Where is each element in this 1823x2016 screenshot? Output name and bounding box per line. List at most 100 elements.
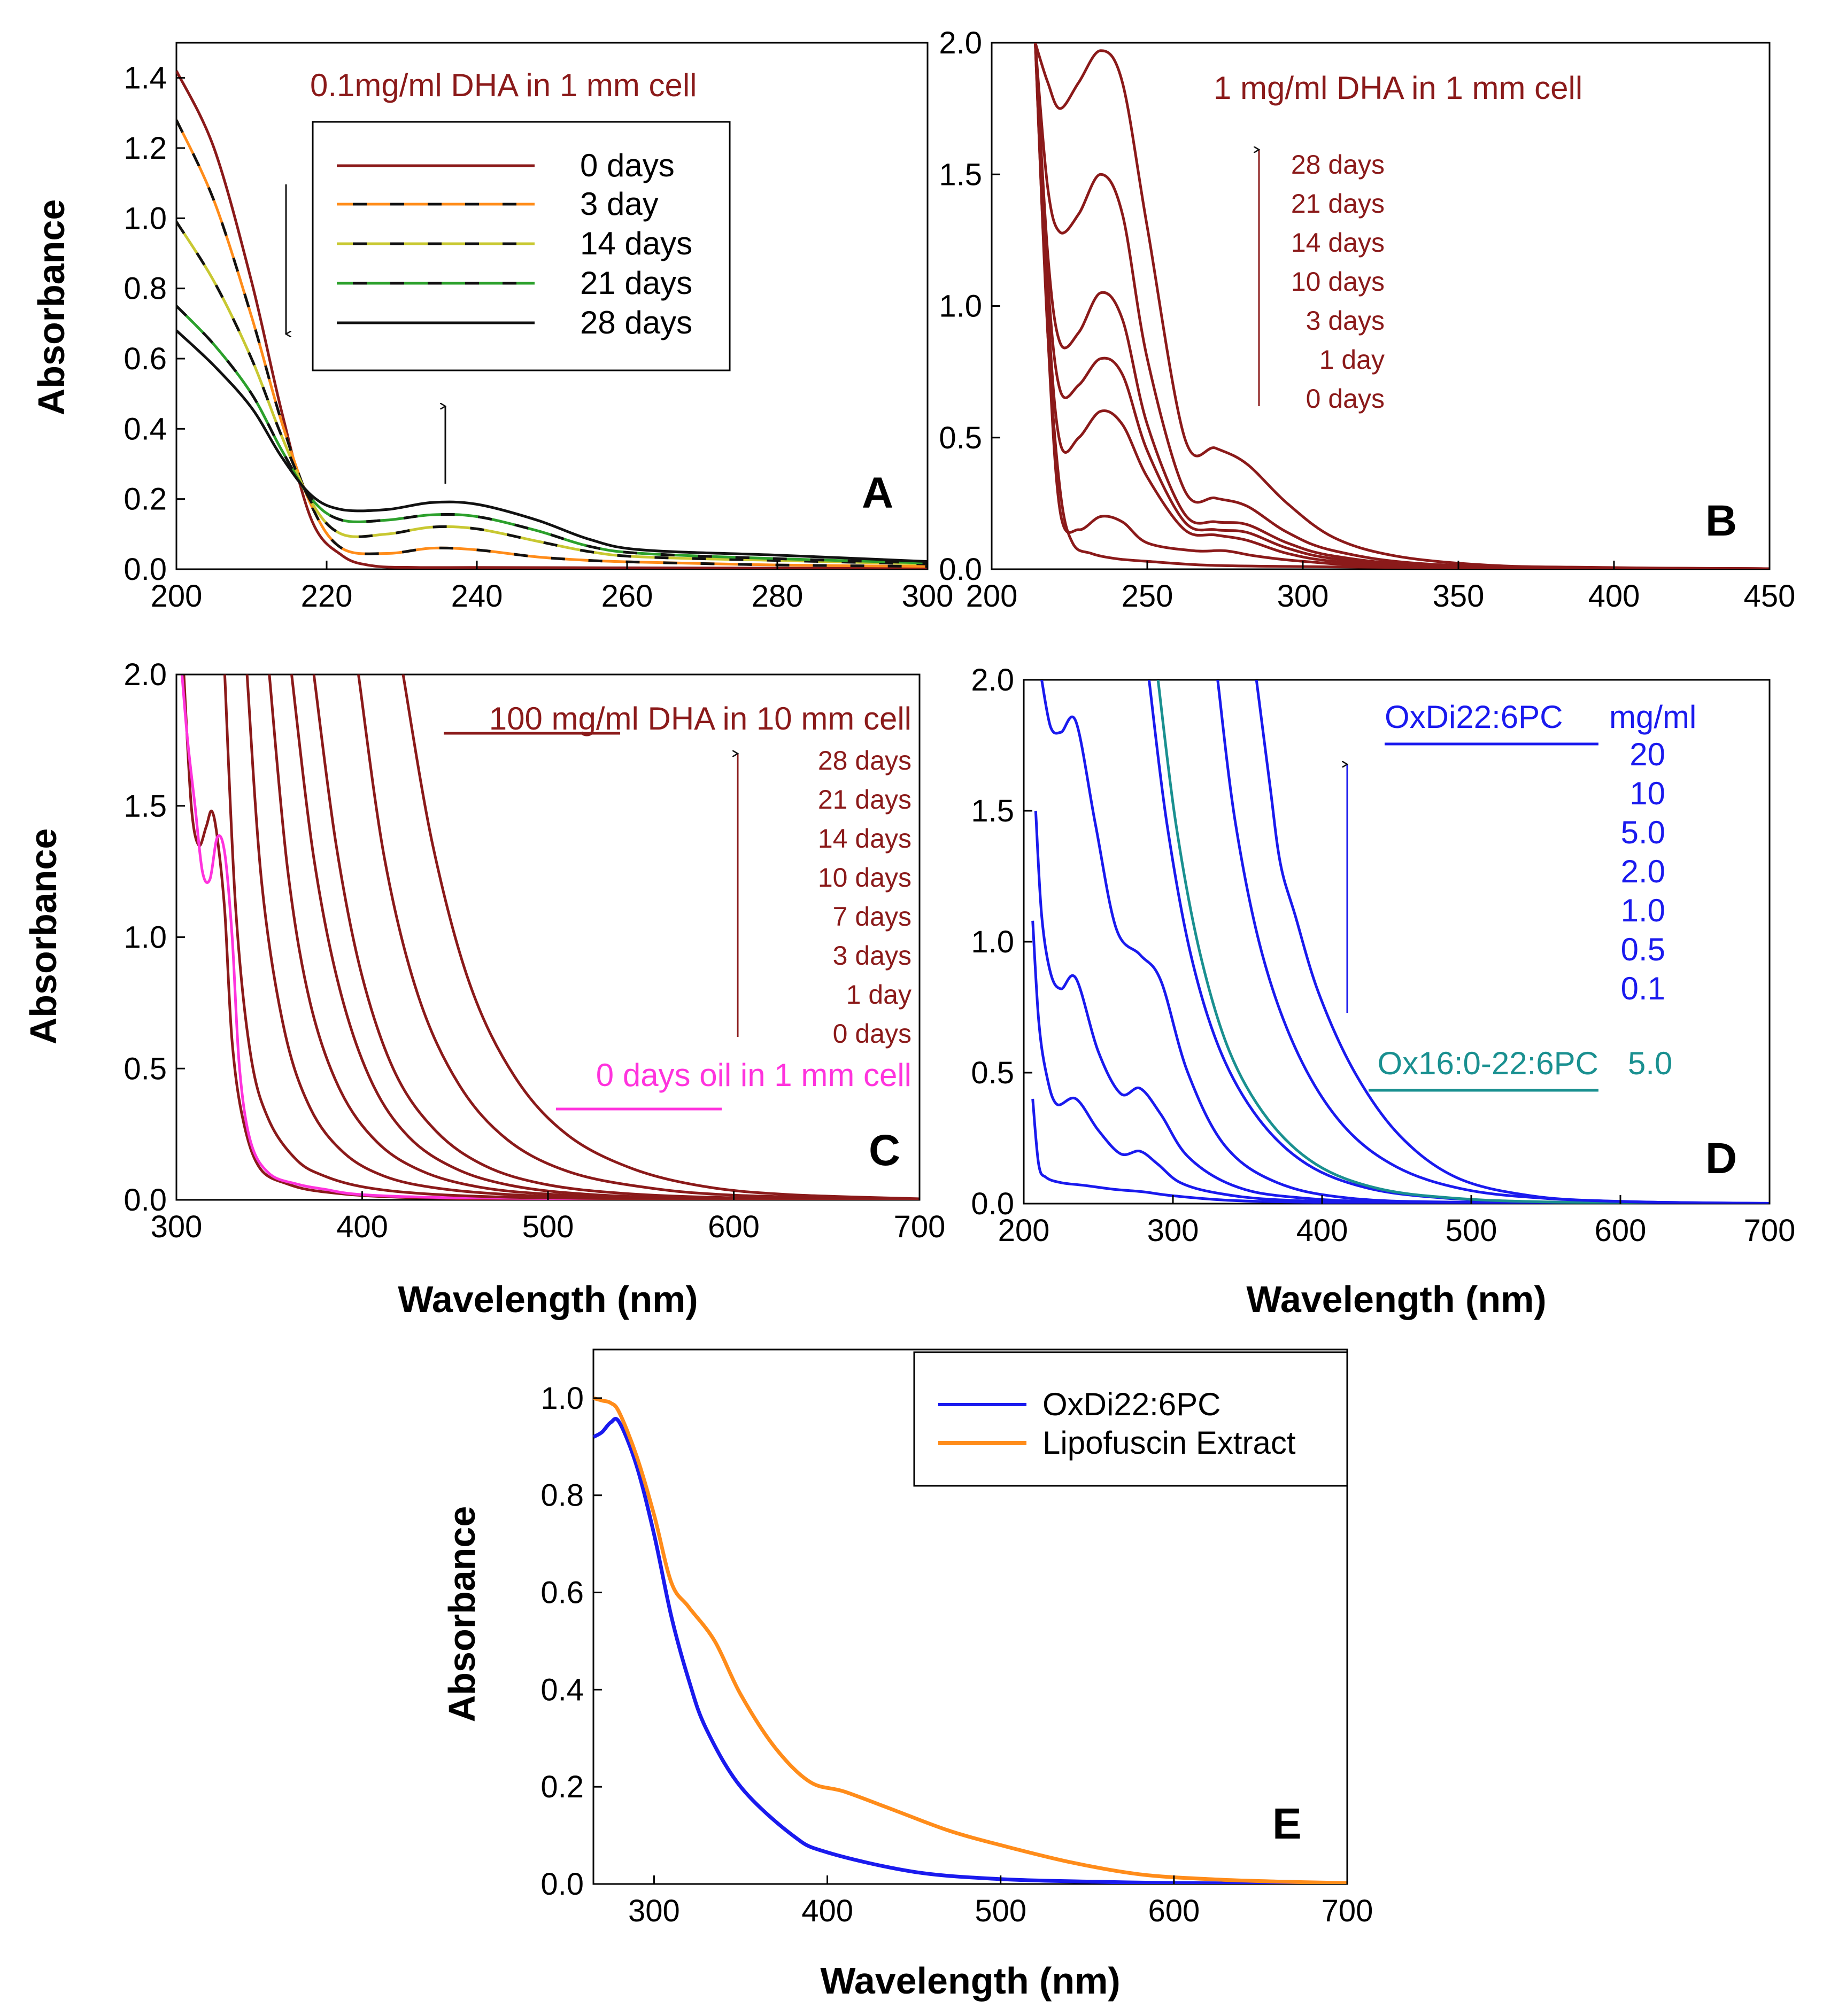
y-tick-label: 0.0 [123, 552, 167, 587]
series-line-0 [1034, 43, 1770, 569]
series-line-5 [1034, 43, 1770, 569]
y-tick-label: 0.0 [939, 552, 982, 587]
y-tick-label: 0.8 [540, 1478, 584, 1513]
day-label: 0 days [833, 1019, 911, 1049]
series-line-2 [1034, 43, 1770, 569]
legend-frame [312, 121, 731, 371]
panel-letter: D [1705, 1134, 1737, 1183]
concentration-label: 20 [1629, 736, 1665, 772]
panel-e: 300 400 500 600 700 0.0 0.2 0.4 0.6 0.8 1.0 OxDi22… [441, 1348, 1373, 2002]
x-tick-label: 700 [1322, 1894, 1373, 1928]
y-tick-label: 1.5 [123, 789, 167, 824]
x-tick-label: 600 [708, 1209, 760, 1244]
chart-title: 0.1mg/ml DHA in 1 mm cell [310, 67, 697, 103]
series-line-4 [1147, 680, 1770, 1204]
series-line-4 [1034, 43, 1770, 569]
y-tick-label: 0.0 [540, 1867, 584, 1902]
y-tick-label: 2.0 [939, 26, 982, 60]
day-label: 21 days [1291, 189, 1385, 219]
y-tick-label: 1.5 [971, 794, 1014, 828]
legend-label-1: 3 day [580, 186, 659, 222]
panel-letter: C [869, 1126, 900, 1175]
ticks-layer: 300 400 500 600 700 0.0 0.5 1.0 1.5 2.0 [123, 657, 945, 1244]
x-tick-label: 400 [1588, 579, 1640, 614]
chart-title: 1 mg/ml DHA in 1 mm cell [1214, 70, 1582, 106]
x-tick-label: 400 [1296, 1213, 1348, 1248]
plot-frame [592, 1348, 1348, 1885]
legend-label-2: 14 days [580, 226, 692, 261]
y-tick-label: 0.4 [540, 1672, 584, 1707]
day-labels: 28 days 21 days 14 days 10 days 7 days 3 days… [818, 746, 911, 1049]
second-label: Ox16:0-22:6PC [1377, 1045, 1598, 1081]
concentration-label: 1.0 [1621, 893, 1665, 928]
x-tick-label: 300 [151, 1209, 203, 1244]
ticks-layer: 200 300 400 500 600 700 0.0 0.5 1.0 1.5 2.0 [971, 663, 1795, 1248]
legend-label-0: 0 days [580, 148, 675, 183]
legend-label-3: 21 days [580, 265, 692, 301]
series-line-6 [312, 674, 920, 1200]
y-tick-label: 1.2 [123, 131, 167, 166]
panel-b: 200 250 300 350 400 450 0.0 0.5 1.0 1.5 2.0 1 mg/m… [939, 26, 1795, 614]
series-line-7 [1255, 680, 1770, 1204]
y-axis-label: Absorbance [30, 199, 72, 416]
chart-title: OxDi22:6PC [1385, 699, 1563, 735]
concentration-label: 0.5 [1621, 932, 1665, 967]
concentration-labels: 20 10 5.0 2.0 1.0 0.5 0.1 [1621, 736, 1665, 1006]
day-label: 10 days [1291, 267, 1385, 297]
series-layer [1034, 43, 1770, 569]
x-tick-label: 250 [1122, 579, 1173, 614]
y-tick-label: 1.5 [939, 157, 982, 192]
y-tick-label: 1.0 [123, 920, 167, 955]
series-line-5 [1156, 680, 1770, 1204]
x-tick-label: 300 [1277, 579, 1329, 614]
y-tick-label: 0.4 [123, 412, 167, 446]
chart-subtitle: 0 days oil in 1 mm cell [596, 1057, 911, 1093]
y-axis-label: Absorbance [22, 828, 64, 1045]
legend-label-0: OxDi22:6PC [1042, 1386, 1221, 1422]
series-line-5 [290, 674, 920, 1200]
day-label: 1 day [846, 980, 911, 1010]
ticks-layer: 200 250 300 350 400 450 0.0 0.5 1.0 1.5 2.0 [939, 26, 1795, 614]
y-tick-label: 0.0 [971, 1187, 1014, 1221]
x-axis-label: Wavelength (nm) [820, 1960, 1120, 2002]
x-tick-label: 400 [336, 1209, 388, 1244]
x-tick-label: 450 [1744, 579, 1796, 614]
y-tick-label: 0.2 [123, 482, 167, 517]
y-tick-label: 0.5 [939, 421, 982, 455]
legend: OxDi22:6PC Lipofuscin Extract [913, 1351, 1348, 1487]
series-line-1 [593, 1396, 1347, 1884]
x-tick-label: 400 [801, 1894, 853, 1928]
day-label: 21 days [818, 785, 911, 815]
y-tick-label: 1.0 [540, 1381, 584, 1416]
x-tick-label: 700 [1744, 1213, 1796, 1248]
legend-label-4: 28 days [580, 305, 692, 340]
series-layer [1031, 680, 1770, 1204]
x-tick-label: 240 [451, 579, 503, 614]
x-tick-label: 200 [966, 579, 1018, 614]
series-layer [180, 674, 920, 1200]
series-line-1 [1034, 43, 1770, 569]
legend-frame [913, 1351, 1348, 1487]
day-label: 28 days [818, 746, 911, 776]
panel-d: 200 300 400 500 600 700 0.0 0.5 1.0 1.5 2.0 OxDi22… [971, 663, 1795, 1320]
concentration-label: 10 [1629, 776, 1665, 811]
x-tick-label: 500 [975, 1894, 1026, 1928]
x-tick-label: 350 [1433, 579, 1485, 614]
series-dash-2 [176, 221, 928, 565]
y-tick-label: 0.8 [123, 272, 167, 306]
series-line-3 [1034, 43, 1770, 569]
chart-title: 100 mg/ml DHA in 10 mm cell [489, 701, 911, 736]
series-line-3 [176, 305, 928, 564]
series-dash-1 [176, 119, 928, 568]
concentration-label: 0.1 [1621, 971, 1665, 1006]
series-layer [176, 70, 928, 569]
x-axis-label: Wavelength (nm) [1246, 1278, 1546, 1320]
y-tick-label: 0.6 [540, 1576, 584, 1610]
x-tick-label: 300 [628, 1894, 680, 1928]
y-tick-label: 0.0 [123, 1183, 167, 1218]
panel-a: 200 220 240 260 280 300 0.0 0.2 0.4 0.6 0.8 1.0 1.2 1… [30, 42, 953, 614]
series-line-6 [1034, 43, 1770, 569]
x-tick-label: 600 [1595, 1213, 1647, 1248]
concentration-label: 5.0 [1621, 815, 1665, 850]
